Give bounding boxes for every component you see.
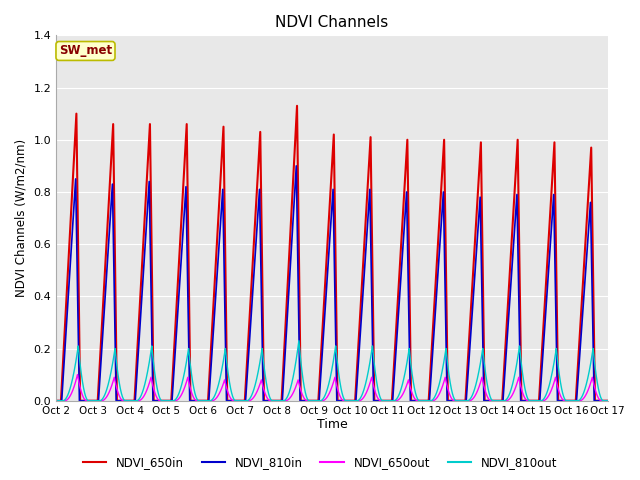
NDVI_650out bbox=[170, 398, 178, 404]
NDVI_810in bbox=[408, 398, 416, 404]
NDVI_810in bbox=[164, 398, 172, 404]
NDVI_650in bbox=[164, 398, 172, 404]
NDVI_810out bbox=[164, 398, 172, 404]
NDVI_650in bbox=[602, 398, 610, 404]
NDVI_650out bbox=[602, 398, 610, 404]
NDVI_810out bbox=[604, 398, 612, 404]
NDVI_810out bbox=[408, 371, 416, 376]
NDVI_810in bbox=[602, 398, 610, 404]
Title: NDVI Channels: NDVI Channels bbox=[275, 15, 388, 30]
NDVI_650out bbox=[164, 398, 172, 404]
NDVI_650in bbox=[408, 398, 416, 404]
NDVI_810in bbox=[52, 398, 60, 404]
NDVI_650in bbox=[259, 301, 266, 307]
NDVI_810out bbox=[486, 395, 494, 400]
NDVI_650out bbox=[604, 398, 612, 404]
NDVI_650in bbox=[604, 398, 612, 404]
NDVI_650out bbox=[408, 390, 416, 396]
X-axis label: Time: Time bbox=[317, 419, 348, 432]
NDVI_650out bbox=[52, 398, 60, 404]
Line: NDVI_650out: NDVI_650out bbox=[56, 375, 608, 401]
Y-axis label: NDVI Channels (W/m2/nm): NDVI Channels (W/m2/nm) bbox=[15, 139, 28, 297]
NDVI_810out bbox=[602, 398, 610, 404]
NDVI_650in bbox=[486, 398, 494, 404]
Text: SW_met: SW_met bbox=[59, 45, 112, 58]
NDVI_650out bbox=[74, 372, 81, 378]
NDVI_810in bbox=[292, 163, 300, 169]
Line: NDVI_650in: NDVI_650in bbox=[56, 106, 608, 401]
NDVI_650out bbox=[486, 398, 494, 404]
Line: NDVI_810in: NDVI_810in bbox=[56, 166, 608, 401]
NDVI_650out bbox=[259, 383, 266, 388]
NDVI_810in bbox=[259, 364, 266, 370]
Line: NDVI_810out: NDVI_810out bbox=[56, 341, 608, 401]
NDVI_650in bbox=[52, 398, 60, 404]
NDVI_810in bbox=[486, 398, 494, 404]
NDVI_810out bbox=[52, 398, 60, 404]
NDVI_810in bbox=[170, 365, 178, 371]
Legend: NDVI_650in, NDVI_810in, NDVI_650out, NDVI_810out: NDVI_650in, NDVI_810in, NDVI_650out, NDV… bbox=[78, 452, 562, 474]
NDVI_810out bbox=[170, 397, 178, 403]
NDVI_810in bbox=[604, 398, 612, 404]
NDVI_810out bbox=[295, 338, 303, 344]
NDVI_650in bbox=[293, 103, 301, 108]
NDVI_650in bbox=[170, 347, 178, 352]
NDVI_810out bbox=[259, 351, 266, 357]
